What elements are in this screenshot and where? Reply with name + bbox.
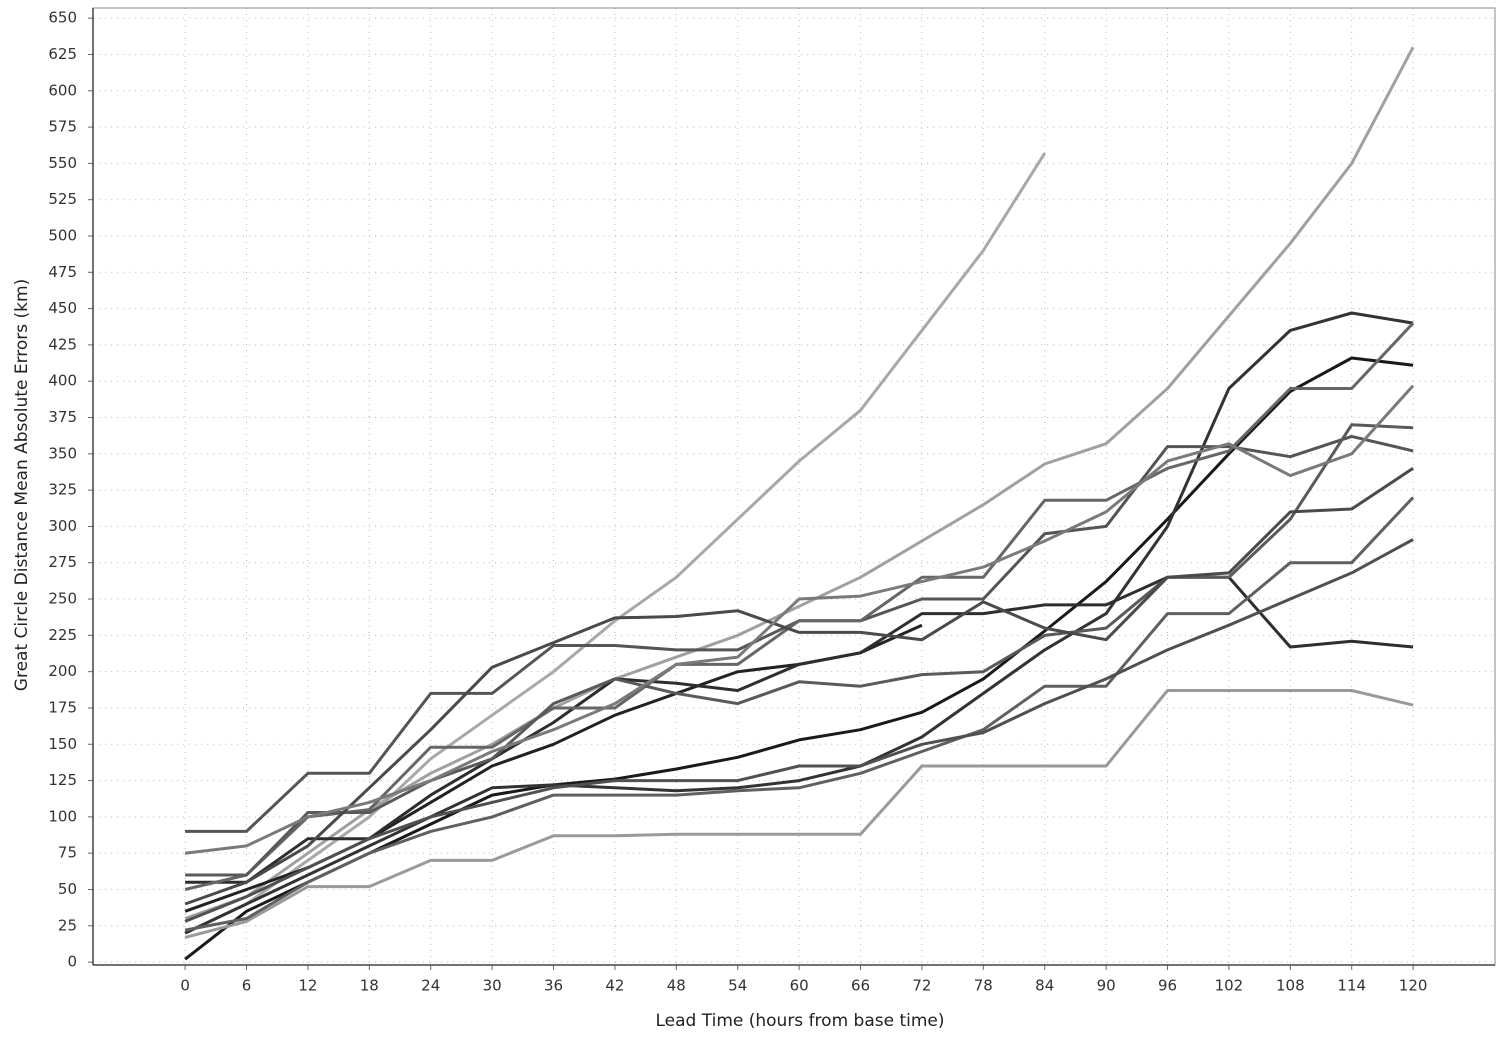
y-tick-label: 300 (48, 517, 77, 535)
y-tick-label: 350 (48, 444, 77, 462)
series-line (184, 384, 1415, 855)
y-tick-label: 625 (48, 45, 77, 63)
y-tick-label: 600 (48, 81, 77, 99)
x-tick-label: 42 (605, 977, 624, 995)
y-tick-label: 25 (58, 916, 77, 934)
series-line (185, 423, 1414, 877)
y-tick-label: 225 (48, 626, 77, 644)
y-tick-label: 75 (58, 844, 77, 862)
y-tick-label: 425 (48, 335, 77, 353)
y-tick-label: 175 (48, 698, 77, 716)
x-tick-label: 60 (790, 977, 809, 995)
series-line (184, 152, 1046, 935)
x-tick-label: 18 (360, 977, 379, 995)
y-tick-label: 150 (48, 735, 77, 753)
y-tick-label: 100 (48, 807, 77, 825)
series-line (184, 467, 1414, 906)
series-line (184, 311, 1414, 935)
x-tick-label: 102 (1215, 977, 1244, 995)
x-tick-label: 12 (298, 977, 317, 995)
y-tick-label: 125 (48, 771, 77, 789)
x-tick-label: 84 (1035, 977, 1054, 995)
x-tick-label: 72 (912, 977, 931, 995)
x-tick-label: 54 (728, 977, 747, 995)
y-tick-label: 475 (48, 263, 77, 281)
x-tick-label: 66 (851, 977, 870, 995)
series-line (184, 496, 1415, 932)
y-tick-label: 375 (48, 408, 77, 426)
series-line (184, 356, 1414, 961)
y-tick-label: 400 (48, 372, 77, 390)
y-tick-label: 575 (48, 118, 77, 136)
series-line (184, 46, 1415, 920)
y-tick-label: 200 (48, 662, 77, 680)
x-tick-label: 6 (242, 977, 252, 995)
x-axis-title: Lead Time (hours from base time) (655, 1011, 944, 1031)
y-tick-label: 325 (48, 481, 77, 499)
y-tick-label: 450 (48, 299, 77, 317)
x-tick-label: 0 (180, 977, 190, 995)
series-line (184, 322, 1415, 891)
y-tick-label: 250 (48, 590, 77, 608)
x-tick-label: 36 (544, 977, 563, 995)
series-line (184, 538, 1414, 923)
y-tick-label: 275 (48, 553, 77, 571)
y-tick-label: 500 (48, 226, 77, 244)
x-tick-label: 120 (1399, 977, 1428, 995)
x-tick-label: 114 (1337, 977, 1366, 995)
y-tick-label: 0 (67, 953, 77, 971)
y-tick-label: 650 (48, 9, 77, 27)
y-axis-title: Great Circle Distance Mean Absolute Erro… (12, 279, 32, 691)
x-tick-label: 78 (974, 977, 993, 995)
y-tick-label: 50 (58, 880, 77, 898)
series-line (184, 689, 1414, 939)
y-tick-label: 550 (48, 154, 77, 172)
x-tick-label: 90 (1097, 977, 1116, 995)
x-tick-label: 48 (667, 977, 686, 995)
x-tick-label: 108 (1276, 977, 1305, 995)
x-tick-label: 30 (483, 977, 502, 995)
x-tick-label: 24 (421, 977, 440, 995)
x-tick-label: 96 (1158, 977, 1177, 995)
y-tick-label: 525 (48, 190, 77, 208)
